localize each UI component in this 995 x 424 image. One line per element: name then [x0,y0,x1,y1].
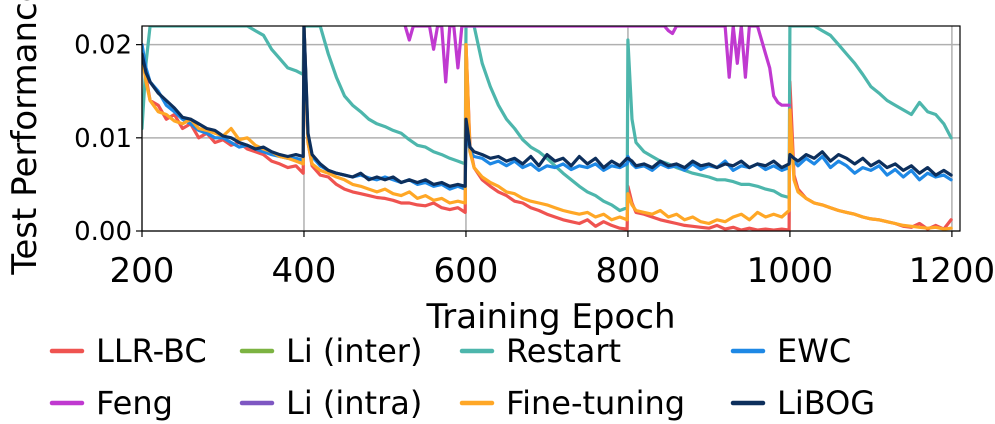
x-tick-label-0: 200 [110,251,175,291]
x-tick-label-4: 1000 [747,251,834,291]
y-axis: 0.00 0.01 0.02 [74,31,142,247]
plot-frame [141,25,961,232]
legend-label-llr-bc: LLR-BC [96,332,207,370]
y-tick-label-2: 0.02 [74,31,132,61]
legend-item-li-intra: Li (intra) [239,384,422,422]
legend-item-ewc: EWC [730,332,851,370]
x-axis: 200 400 600 800 1000 1200 [110,231,995,291]
y-axis-label: Test Performance [5,0,45,276]
series-line-libog [142,26,953,188]
series-line-fine-tuning [142,26,953,231]
legend-label-fine-tuning: Fine-tuning [506,384,685,422]
legend-item-feng: Feng [49,384,173,422]
legend-label-libog: LiBOG [777,384,875,422]
legend-item-fine-tuning: Fine-tuning [459,384,685,422]
x-tick-label-1: 400 [272,251,337,291]
x-tick-label-3: 800 [595,251,660,291]
series-group [142,26,953,231]
series-line-restart [142,26,953,213]
series-line-llr-bc [142,26,953,231]
x-tick-label-5: 1200 [909,251,995,291]
legend-label-ewc: EWC [777,332,851,370]
x-tick-label-2: 600 [434,251,499,291]
legend-item-restart: Restart [459,332,621,370]
grid-lines [141,26,960,232]
legend-label-restart: Restart [506,332,621,370]
y-tick-label-0: 0.00 [74,217,132,247]
x-axis-label: Training Epoch [425,297,675,337]
series-line-ewc [142,26,953,191]
series-line-feng [403,26,791,107]
legend-label-li-intra: Li (intra) [286,384,422,422]
y-tick-label-1: 0.01 [74,124,132,154]
legend-item-li-inter: Li (inter) [239,332,422,370]
legend-item-libog: LiBOG [730,384,875,422]
legend-label-feng: Feng [96,384,173,422]
legend: LLR-BC Li (inter) Restart EWC Feng Li (intra)… [49,332,875,422]
legend-label-li-inter: Li (inter) [286,332,422,370]
legend-item-llr-bc: LLR-BC [49,332,207,370]
